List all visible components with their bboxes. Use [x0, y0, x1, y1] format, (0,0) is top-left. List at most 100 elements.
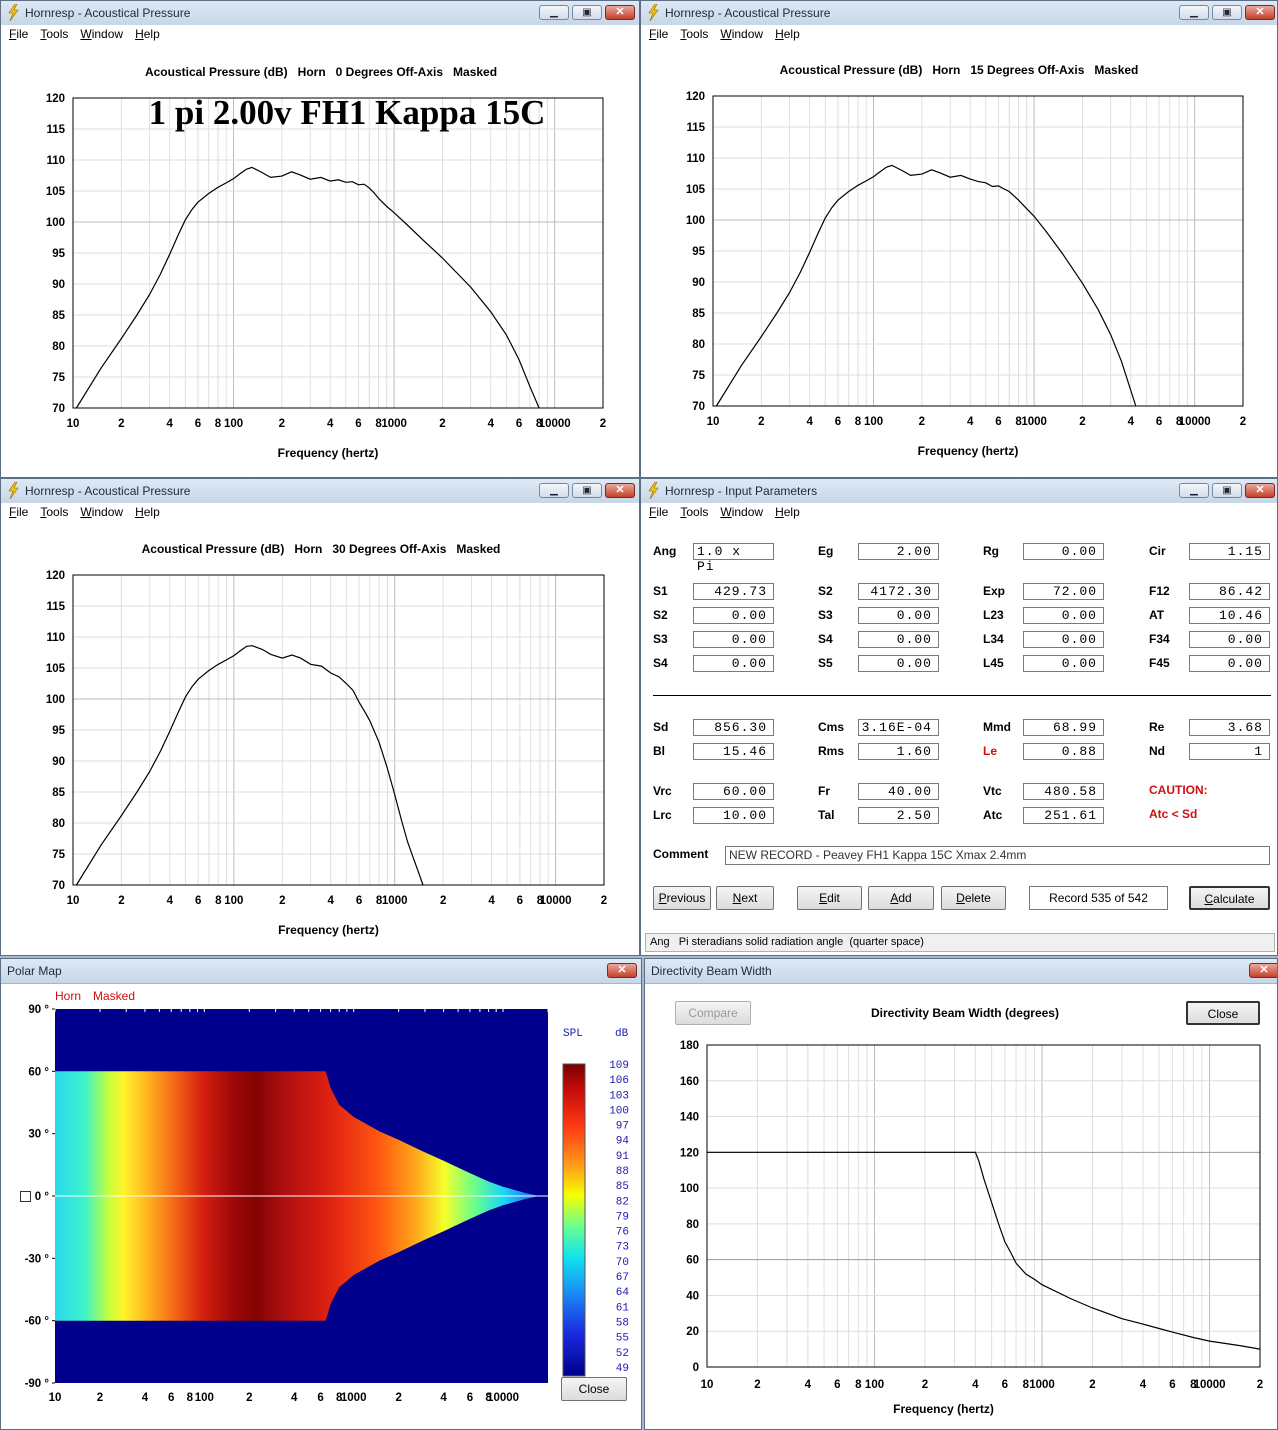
close-button[interactable]: ✕ [1245, 5, 1275, 20]
param-field-f34[interactable]: 0.00 [1189, 631, 1270, 648]
param-field-s2[interactable]: 4172.30 [858, 583, 939, 600]
param-field-le[interactable]: 0.88 [1023, 743, 1104, 760]
maximize-button[interactable]: ▣ [572, 483, 602, 498]
spl-scale-value: 64 [616, 1287, 630, 1299]
param-field-s5[interactable]: 0.00 [858, 655, 939, 672]
param-field-f45[interactable]: 0.00 [1189, 655, 1270, 672]
maximize-button[interactable]: ▣ [1212, 483, 1242, 498]
close-button[interactable]: ✕ [605, 483, 635, 498]
x-tick-label: 6 [1169, 1379, 1175, 1391]
menu-file[interactable]: File [9, 505, 29, 519]
minimize-button[interactable]: ▁ [539, 483, 569, 498]
close-icon: ✕ [615, 6, 625, 18]
x-tick-label: 100 [195, 1392, 214, 1404]
menu-help[interactable]: Help [135, 505, 160, 519]
param-field-vrc[interactable]: 60.00 [693, 783, 774, 800]
param-field-s4[interactable]: 0.00 [858, 631, 939, 648]
delete-button[interactable]: Delete [941, 886, 1006, 910]
directivity-close-button[interactable]: Close [1186, 1001, 1260, 1025]
param-field-f12[interactable]: 86.42 [1189, 583, 1270, 600]
title-bar[interactable]: Hornresp - Input Parameters ▁ ▣ ✕ [641, 479, 1277, 504]
menu-file[interactable]: File [649, 27, 669, 41]
x-tick-label: 8 [855, 416, 862, 428]
spl-scale-value: 76 [616, 1227, 629, 1239]
close-button[interactable]: ✕ [1245, 483, 1275, 498]
add-button[interactable]: Add [868, 886, 934, 910]
param-field-l34[interactable]: 0.00 [1023, 631, 1104, 648]
menu-help[interactable]: Help [135, 27, 160, 41]
menu-window[interactable]: Window [720, 505, 764, 519]
title-bar[interactable]: Hornresp - Acoustical Pressure ▁ ▣ ✕ [641, 1, 1277, 26]
menu-window[interactable]: Window [80, 27, 124, 41]
polar-close-button[interactable]: Close [561, 1377, 627, 1401]
response-curve [715, 164, 1137, 407]
edit-button[interactable]: Edit [797, 886, 862, 910]
param-field-lrc[interactable]: 10.00 [693, 807, 774, 824]
param-field-mmd[interactable]: 68.99 [1023, 719, 1104, 736]
param-field-vtc[interactable]: 480.58 [1023, 783, 1104, 800]
x-tick-label: 8 [376, 895, 383, 907]
param-field-cir[interactable]: 1.15 [1189, 543, 1270, 560]
param-field-s1[interactable]: 429.73 [693, 583, 774, 600]
param-field-eg[interactable]: 2.00 [858, 543, 939, 560]
param-field-s4[interactable]: 0.00 [693, 655, 774, 672]
param-field-exp[interactable]: 72.00 [1023, 583, 1104, 600]
param-field-atc[interactable]: 251.61 [1023, 807, 1104, 824]
param-field-s2[interactable]: 0.00 [693, 607, 774, 624]
param-field-ang[interactable]: 1.0 x Pi [693, 543, 774, 574]
zero-axis-checkbox[interactable] [20, 1191, 31, 1202]
param-label-s5: S5 [818, 656, 833, 670]
window-title: Polar Map [7, 964, 62, 978]
minimize-button[interactable]: ▁ [1179, 5, 1209, 20]
angle-tick-label: -60 ° [25, 1316, 50, 1328]
param-field-cms[interactable]: 3.16E-04 [858, 719, 939, 736]
plot-frame [72, 574, 605, 886]
directivity-window: Directivity Beam Width ✕ Compare Close D… [644, 958, 1278, 1430]
param-label-cir: Cir [1149, 544, 1166, 558]
menu-file[interactable]: File [9, 27, 29, 41]
x-tick-label: 2 [1089, 1379, 1095, 1391]
menu-tools[interactable]: Tools [680, 27, 709, 41]
minimize-button[interactable]: ▁ [1179, 483, 1209, 498]
maximize-button[interactable]: ▣ [572, 5, 602, 20]
menu-help[interactable]: Help [775, 27, 800, 41]
param-field-l23[interactable]: 0.00 [1023, 607, 1104, 624]
param-field-l45[interactable]: 0.00 [1023, 655, 1104, 672]
calculate-button[interactable]: Calculate [1189, 886, 1270, 910]
param-field-tal[interactable]: 2.50 [858, 807, 939, 824]
menu-file[interactable]: File [649, 505, 669, 519]
param-field-at[interactable]: 10.46 [1189, 607, 1270, 624]
compare-button[interactable]: Compare [675, 1001, 751, 1025]
menu-tools[interactable]: Tools [40, 505, 69, 519]
menu-tools[interactable]: Tools [40, 27, 69, 41]
maximize-button[interactable]: ▣ [1212, 5, 1242, 20]
menu-tools[interactable]: Tools [680, 505, 709, 519]
previous-button[interactable]: Previous [653, 886, 711, 910]
next-button[interactable]: Next [716, 886, 774, 910]
param-field-s3[interactable]: 0.00 [693, 631, 774, 648]
title-bar[interactable]: Hornresp - Acoustical Pressure ▁ ▣ ✕ [1, 479, 639, 504]
x-tick-label: 4 [806, 416, 813, 428]
title-bar[interactable]: Hornresp - Acoustical Pressure ▁ ▣ ✕ [1, 1, 639, 26]
param-field-rms[interactable]: 1.60 [858, 743, 939, 760]
plot-frame [72, 97, 604, 409]
close-button[interactable]: ✕ [605, 5, 635, 20]
param-field-re[interactable]: 3.68 [1189, 719, 1270, 736]
x-tick-label: 2 [97, 1392, 103, 1404]
menu-help[interactable]: Help [775, 505, 800, 519]
menu-window[interactable]: Window [80, 505, 124, 519]
param-field-rg[interactable]: 0.00 [1023, 543, 1104, 560]
title-bar[interactable]: Polar Map ✕ [1, 959, 641, 984]
y-tick-label: 100 [46, 694, 65, 706]
param-field-s3[interactable]: 0.00 [858, 607, 939, 624]
comment-field[interactable]: NEW RECORD - Peavey FH1 Kappa 15C Xmax 2… [725, 846, 1270, 865]
close-button[interactable]: ✕ [1249, 963, 1277, 978]
param-field-fr[interactable]: 40.00 [858, 783, 939, 800]
param-field-nd[interactable]: 1 [1189, 743, 1270, 760]
title-bar[interactable]: Directivity Beam Width ✕ [645, 959, 1277, 984]
minimize-button[interactable]: ▁ [539, 5, 569, 20]
param-field-bl[interactable]: 15.46 [693, 743, 774, 760]
param-field-sd[interactable]: 856.30 [693, 719, 774, 736]
menu-window[interactable]: Window [720, 27, 764, 41]
close-button[interactable]: ✕ [607, 963, 637, 978]
